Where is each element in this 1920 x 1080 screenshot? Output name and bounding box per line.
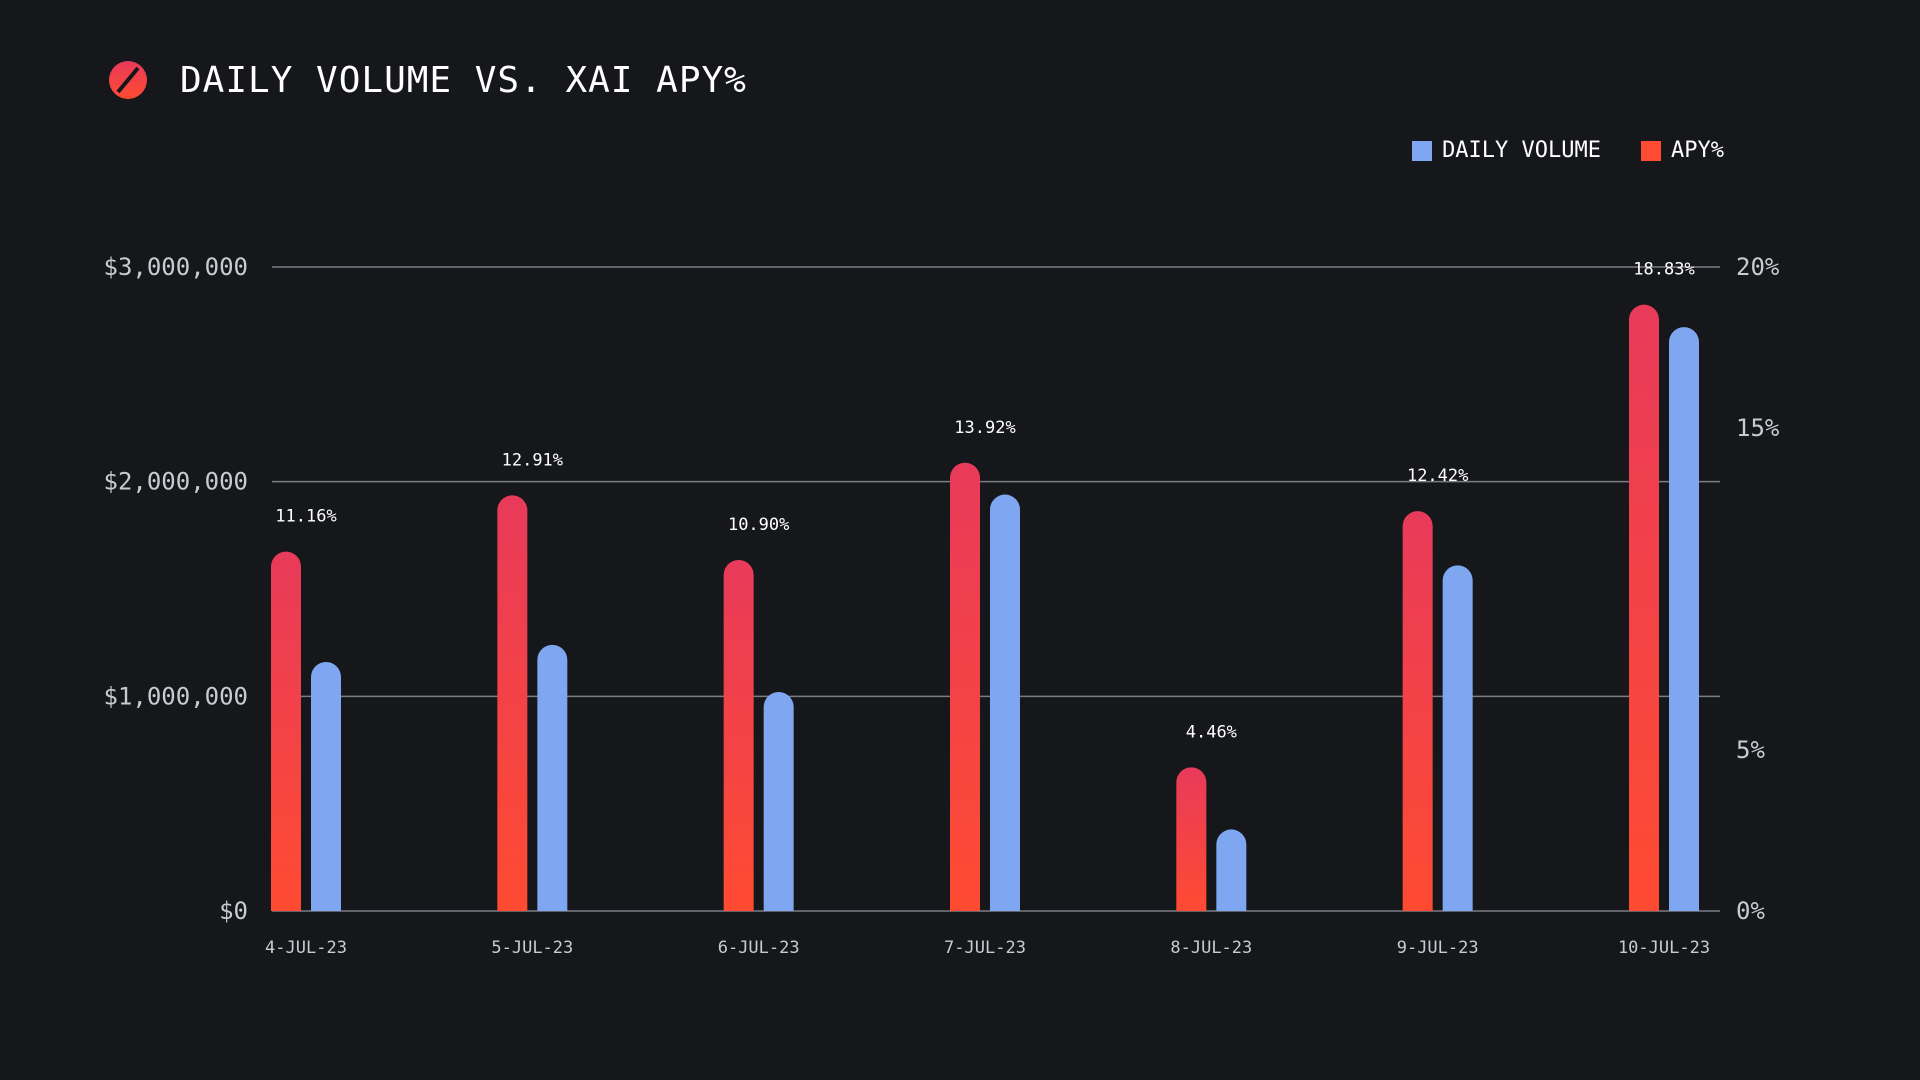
right-tick-label: 5%	[1736, 736, 1765, 764]
volume-bar	[1669, 327, 1699, 911]
right-tick-label: 20%	[1736, 253, 1780, 281]
apy-data-label: 13.92%	[954, 418, 1015, 438]
apy-bar	[1402, 511, 1433, 911]
x-tick-label: 9-JUL-23	[1397, 938, 1479, 958]
left-tick-label: $0	[219, 897, 248, 925]
volume-bar	[311, 661, 341, 911]
apy-bar	[723, 560, 754, 911]
apy-data-label: 10.90%	[728, 515, 789, 535]
chart-header: DAILY VOLUME VS. XAI APY%	[108, 56, 747, 104]
xai-logo-icon	[109, 61, 147, 99]
x-tick-label: 8-JUL-23	[1170, 938, 1252, 958]
x-tick-label: 6-JUL-23	[718, 938, 800, 958]
volume-bar	[1216, 829, 1247, 911]
left-tick-label: $3,000,000	[104, 253, 249, 281]
apy-bar	[1629, 304, 1659, 911]
right-tick-label: 0%	[1736, 897, 1765, 925]
apy-bar	[1176, 767, 1207, 911]
chart-title: DAILY VOLUME VS. XAI APY%	[180, 59, 747, 101]
legend-item-volume: DAILY VOLUME	[1412, 138, 1601, 163]
data-labels: 11.16% 12.91% 10.90% 13.92% 4.46% 12.42% 18.83…	[275, 260, 1694, 743]
right-axis: 0% 5% 15% 20%	[1736, 253, 1780, 925]
volume-bar	[537, 644, 568, 911]
bars	[271, 304, 1699, 911]
apy-bar	[497, 495, 528, 911]
apy-data-label: 12.91%	[502, 450, 563, 470]
x-tick-label: 5-JUL-23	[491, 938, 573, 958]
legend-item-apy: APY%	[1641, 138, 1724, 163]
legend-label-volume: DAILY VOLUME	[1442, 138, 1602, 163]
x-tick-label: 7-JUL-23	[944, 938, 1026, 958]
volume-bar	[1442, 565, 1473, 911]
x-tick-label: 10-JUL-23	[1618, 938, 1710, 958]
chart-legend: DAILY VOLUME APY%	[1372, 138, 1724, 163]
x-axis: 4-JUL-23 5-JUL-23 6-JUL-23 7-JUL-23 8-JUL-23…	[265, 938, 1710, 958]
left-tick-label: $2,000,000	[104, 468, 249, 496]
apy-bar	[950, 462, 980, 911]
left-tick-label: $1,000,000	[104, 682, 249, 710]
legend-swatch-volume	[1412, 140, 1433, 161]
apy-bar	[271, 551, 301, 911]
legend-label-apy: APY%	[1671, 138, 1724, 163]
apy-data-label: 12.42%	[1407, 466, 1468, 486]
apy-data-label: 11.16%	[275, 507, 336, 527]
apy-data-label: 18.83%	[1633, 260, 1694, 280]
x-tick-label: 4-JUL-23	[265, 938, 347, 958]
left-axis: $0 $1,000,000 $2,000,000 $3,000,000	[104, 253, 249, 925]
apy-data-label: 4.46%	[1186, 722, 1237, 742]
legend-swatch-apy	[1641, 140, 1662, 161]
volume-bar	[990, 494, 1020, 911]
right-tick-label: 15%	[1736, 414, 1780, 442]
volume-bar	[763, 692, 794, 911]
